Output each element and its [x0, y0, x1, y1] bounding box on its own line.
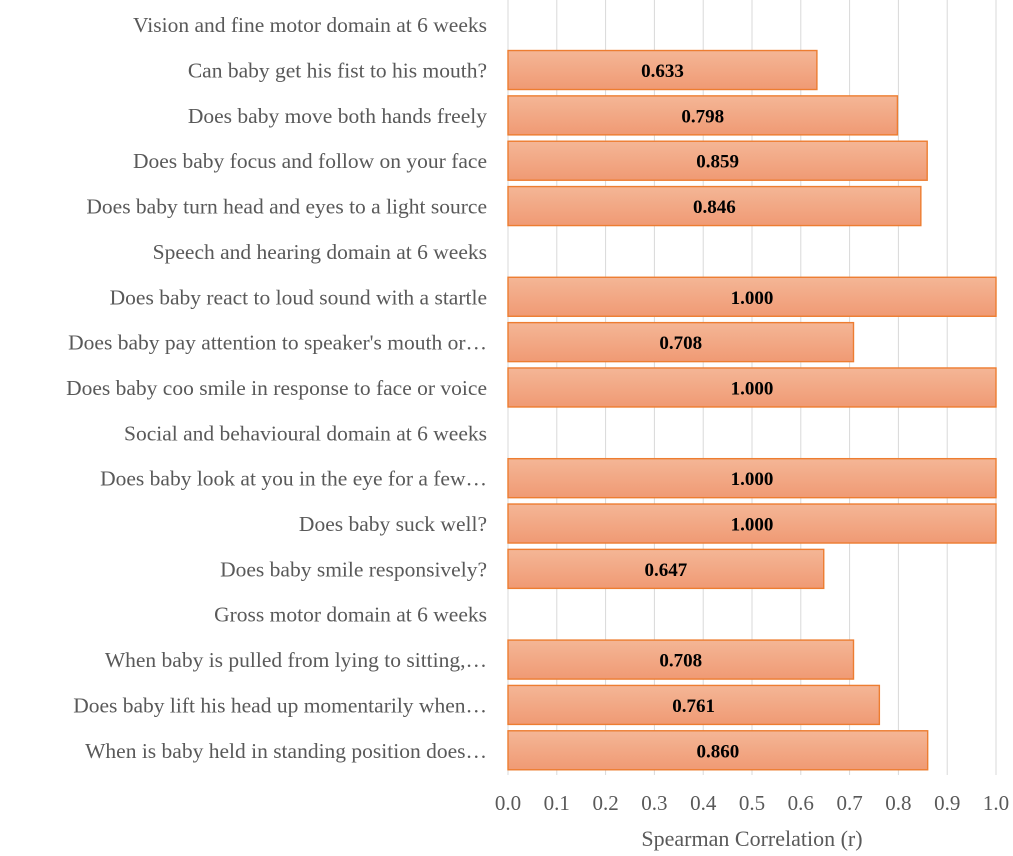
category-label: Does baby lift his head up momentarily w…	[73, 693, 487, 717]
category-label: Does baby suck well?	[299, 512, 487, 536]
x-tick-label: 0.9	[934, 791, 960, 815]
category-label: When is baby held in standing position d…	[85, 739, 487, 763]
category-label: When baby is pulled from lying to sittin…	[105, 648, 487, 672]
data-label: 0.708	[659, 333, 702, 354]
data-label: 0.859	[696, 152, 739, 173]
data-label: 0.860	[696, 741, 739, 762]
data-label: 0.798	[681, 106, 724, 127]
bar	[507, 321, 855, 363]
bar	[507, 276, 997, 317]
data-label: 0.647	[644, 560, 687, 581]
bar	[507, 503, 997, 544]
category-label: Can baby get his fist to his mouth?	[188, 59, 487, 83]
bar	[507, 730, 929, 771]
data-label: 0.761	[672, 696, 715, 717]
x-tick-label: 1.0	[983, 791, 1009, 815]
category-label: Does baby coo smile in response to face …	[66, 376, 487, 400]
x-tick-label: 0.2	[592, 791, 618, 815]
category-label: Does baby move both hands freely	[188, 104, 487, 128]
x-tick-label: 0.4	[690, 791, 717, 815]
bar	[507, 548, 825, 590]
data-label: 0.846	[693, 197, 736, 218]
bar	[507, 95, 899, 136]
category-label: Speech and hearing domain at 6 weeks	[153, 240, 487, 264]
category-label: Social and behavioural domain at 6 weeks	[124, 421, 487, 445]
bar	[507, 639, 855, 680]
x-axis-title: Spearman Correlation (r)	[641, 826, 862, 851]
category-label: Does baby react to loud sound with a sta…	[110, 285, 487, 309]
data-labels: 0.633 0.798 0.859 0.846 1.000 0.708 1.000 1.000…	[641, 61, 773, 762]
bar	[507, 457, 997, 499]
category-label: Does baby turn head and eyes to a light …	[86, 195, 487, 219]
bar	[507, 684, 881, 726]
bar	[507, 367, 997, 408]
x-tick-label: 0.6	[788, 791, 814, 815]
data-label: 0.708	[659, 651, 702, 672]
x-tick-label: 0.5	[739, 791, 765, 815]
x-tick-label: 0.7	[836, 791, 862, 815]
category-label: Gross motor domain at 6 weeks	[214, 603, 487, 627]
bar	[507, 185, 922, 227]
category-label: Does baby look at you in the eye for a f…	[100, 467, 487, 491]
x-tick-label: 0.3	[641, 791, 667, 815]
bars	[507, 49, 997, 771]
category-labels: Vision and fine motor domain at 6 weeks C…	[66, 13, 487, 763]
category-label: Does baby focus and follow on your face	[133, 149, 487, 173]
data-label: 1.000	[731, 288, 774, 309]
data-label: 1.000	[731, 515, 774, 536]
data-label: 1.000	[731, 469, 774, 490]
bar	[507, 140, 928, 181]
category-label: Does baby pay attention to speaker's mou…	[68, 331, 487, 355]
category-label: Does baby smile responsively?	[220, 557, 487, 581]
category-label: Vision and fine motor domain at 6 weeks	[133, 13, 487, 37]
data-label: 0.633	[641, 61, 684, 82]
x-tick-label: 0.1	[544, 791, 570, 815]
x-axis-ticks: 0.0 0.1 0.2 0.3 0.4 0.5 0.6 0.7 0.8 0.9 1.0	[495, 791, 1009, 815]
bar	[507, 49, 818, 91]
x-tick-label: 0.8	[885, 791, 911, 815]
x-tick-label: 0.0	[495, 791, 521, 815]
data-label: 1.000	[731, 378, 774, 399]
